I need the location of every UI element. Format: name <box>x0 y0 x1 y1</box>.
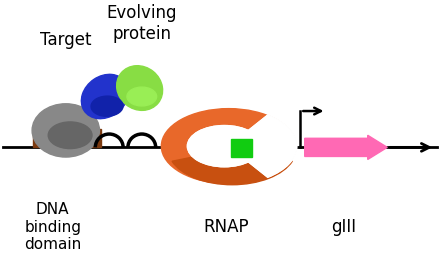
Text: Target: Target <box>40 31 91 49</box>
Ellipse shape <box>91 96 123 116</box>
Ellipse shape <box>32 104 99 157</box>
Ellipse shape <box>117 66 163 110</box>
Ellipse shape <box>81 74 128 119</box>
Circle shape <box>187 126 261 167</box>
Text: gIII: gIII <box>331 218 356 236</box>
Ellipse shape <box>48 122 92 148</box>
Bar <box>33 129 100 147</box>
Bar <box>231 139 252 157</box>
Ellipse shape <box>127 87 157 106</box>
Wedge shape <box>229 115 297 177</box>
Circle shape <box>187 126 261 167</box>
Text: DNA
binding
domain: DNA binding domain <box>24 202 81 252</box>
Circle shape <box>161 109 296 184</box>
Wedge shape <box>229 115 297 177</box>
FancyArrow shape <box>305 135 387 159</box>
Wedge shape <box>172 149 292 185</box>
Text: RNAP: RNAP <box>204 218 249 236</box>
Text: Evolving
protein: Evolving protein <box>106 4 177 43</box>
